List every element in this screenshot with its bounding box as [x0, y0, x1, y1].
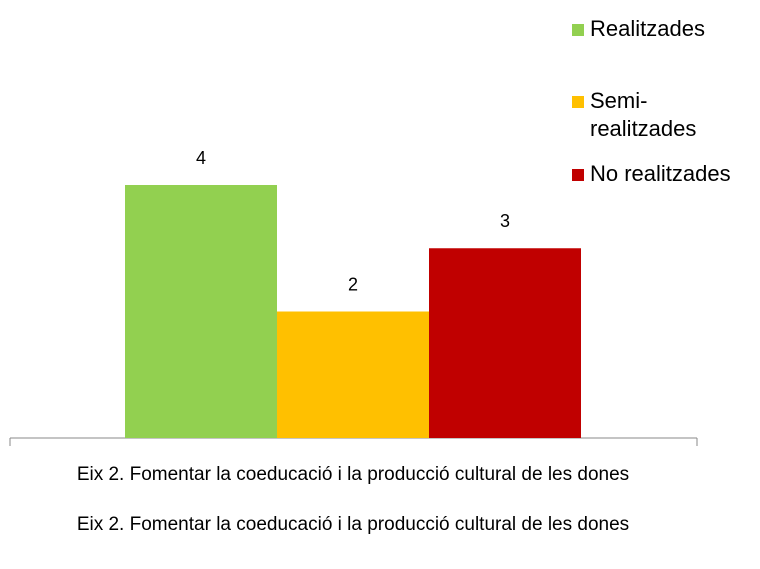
data-label: 2: [348, 274, 358, 294]
data-label: 3: [500, 211, 510, 231]
data-label: 4: [196, 148, 206, 168]
x-tick-label: Eix 2. Fomentar la coeducació i la produ…: [76, 464, 630, 485]
legend-label: Semi-realitzades: [590, 88, 696, 141]
x-axis-title: Eix 2. Fomentar la coeducació i la produ…: [76, 514, 630, 535]
legend-label: Realitzades: [590, 16, 705, 41]
bar: [125, 185, 277, 438]
bar: [277, 311, 429, 438]
bar: [429, 248, 581, 438]
legend-swatch: [572, 169, 584, 181]
legend-label: No realitzades: [590, 161, 731, 186]
legend-swatch: [572, 24, 584, 36]
legend-swatch: [572, 96, 584, 108]
